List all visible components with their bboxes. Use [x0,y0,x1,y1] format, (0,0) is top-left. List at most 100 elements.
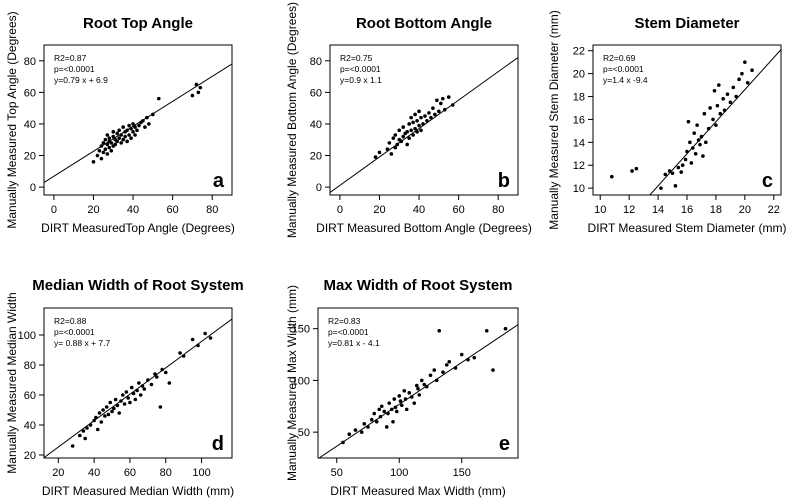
data-point [439,101,443,106]
data-point [127,133,131,137]
stat-annotation: y=0.81 x - 4.1 [328,338,380,348]
data-point [704,140,708,145]
x-axis-label: DIRT MeasuredTop Angle (Degrees) [41,221,235,235]
y-tick-label: 20 [310,151,322,163]
data-point [722,108,727,113]
x-axis-label: DIRT Measured Bottom Angle (Degrees) [316,221,532,235]
data-point [484,328,489,333]
x-tick-label: 100 [192,467,210,479]
panel-letter: e [499,433,510,455]
data-point [413,126,417,131]
data-point [407,136,411,140]
data-point [123,134,127,139]
data-point [137,123,141,128]
y-tick-label: 60 [24,87,36,99]
data-point [459,352,464,357]
x-tick-label: 150 [453,467,471,479]
stat-annotation: R2=0.87 [54,53,87,63]
data-point [708,106,712,110]
data-point [441,370,445,374]
data-point [692,131,697,135]
data-point [397,394,402,398]
data-point [706,126,711,131]
y-axis-label: Manually Measured Bottom Angle (Degrees) [285,2,299,238]
data-point [131,122,135,126]
plot-frame [43,44,233,196]
data-point [122,402,127,406]
data-point [129,136,133,140]
data-point [393,405,398,410]
data-point [419,115,423,120]
data-point [103,147,108,152]
x-tick-label: 20 [739,204,751,216]
data-point [341,440,345,445]
data-point [663,172,668,177]
data-point [402,388,407,393]
data-point [105,152,110,156]
data-point [670,171,675,176]
data-point [712,89,717,93]
data-point [411,120,415,125]
data-point [395,142,400,147]
data-point [138,393,143,397]
data-point [407,391,412,395]
data-point [401,134,406,139]
data-point [203,331,207,336]
data-point [111,130,116,134]
data-point [112,406,116,411]
y-tick-label: 60 [310,87,322,99]
data-point [437,328,442,333]
data-point [99,420,104,424]
data-point [120,393,125,397]
data-point [372,411,377,416]
scatter-panel-a: Root Top Angle 0 20 40 60 80 0 20 40 60 80 DIRT Mea… [5,11,235,235]
data-point [630,169,634,173]
data-point [109,141,114,145]
data-point [415,118,419,123]
data-point [702,111,707,116]
data-point [737,77,741,82]
data-point [745,80,750,85]
data-point [105,133,110,137]
data-point [701,154,705,158]
data-point [373,155,378,159]
data-point [369,417,374,422]
panel-title: Root Bottom Angle [356,15,492,32]
data-point [103,414,107,418]
data-point [422,382,427,387]
data-point [145,115,149,120]
scatter-panel-d: Median Width of Root System 20 40 60 80 100 20… [5,277,244,498]
data-point [178,351,182,355]
x-tick-label: 40 [88,467,100,479]
x-tick-label: 20 [87,204,99,216]
data-point [106,412,111,417]
data-point [146,378,150,382]
y-tick-label: 40 [24,420,36,432]
data-point [129,385,134,390]
data-point [107,136,112,140]
data-point [94,415,98,420]
data-point [412,401,417,405]
panel-title: Stem Diameter [634,15,739,32]
data-point [401,125,406,129]
data-point [421,122,425,126]
stat-annotation: R2=0.75 [340,53,373,63]
data-point [427,111,431,115]
data-point [377,407,382,412]
data-point [432,368,437,372]
data-point [129,126,133,131]
data-point [398,399,403,403]
data-point [133,397,138,402]
data-point [419,378,424,383]
data-point [717,83,721,87]
x-tick-label: 40 [127,204,139,216]
data-point [740,71,744,76]
data-point [149,382,154,387]
y-axis-label: Manually Measured Top Angle (Degrees) [5,11,19,228]
data-point [110,409,114,414]
data-point [198,85,203,90]
y-axis-label: Manually Measured Median Width [5,292,19,473]
x-axis-label: DIRT Measured Stem Diameter (mm) [588,221,786,235]
data-point [693,151,698,156]
data-point [434,378,439,383]
